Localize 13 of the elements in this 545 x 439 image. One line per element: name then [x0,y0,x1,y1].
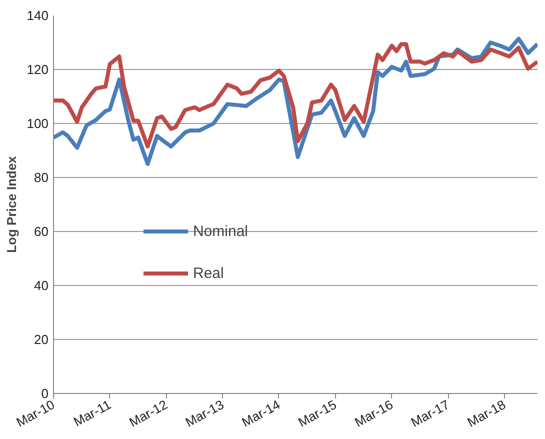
y-tick-label: 40 [34,278,49,293]
legend-label: Nominal [193,222,248,240]
y-tick-label: 120 [26,62,49,77]
legend-label: Real [193,264,224,282]
line-series [54,36,538,166]
y-axis-title: Log Price Index [4,155,19,253]
line-series [54,42,538,148]
y-tick-label: 80 [34,170,49,185]
y-tick-label: 0 [41,386,49,401]
y-tick-label: 100 [26,116,49,131]
y-tick-label: 60 [34,224,49,239]
y-tick-label: 20 [34,332,49,347]
y-tick-label: 140 [26,8,49,23]
